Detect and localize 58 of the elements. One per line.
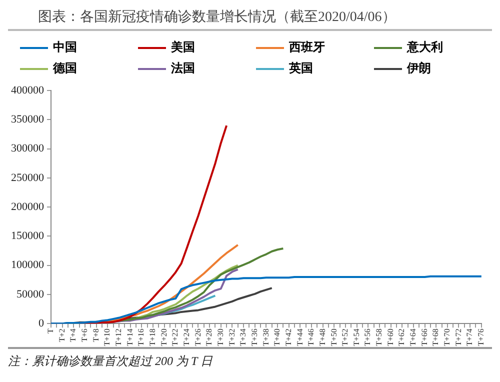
y-tick-label: 400000	[11, 84, 44, 96]
x-tick-label: T+10	[102, 328, 112, 346]
y-tick-label: 300000	[11, 142, 44, 155]
text: 注：累计确诊数量首次超过 200 为 T 日	[8, 353, 214, 370]
y-tick-label: 150000	[11, 230, 44, 242]
x-tick-label: T+28	[204, 328, 214, 346]
x-tick-label: T+68	[431, 328, 440, 346]
y-tick-label: 200000	[11, 200, 44, 213]
x-tick-label: T+60	[386, 328, 395, 346]
x-tick-label: T+54	[352, 328, 361, 346]
x-tick-label: T+76	[476, 328, 486, 346]
y-tick-label: 250000	[11, 172, 44, 184]
x-tick-label: T+38	[261, 328, 270, 346]
legend-label: 伊朗	[407, 60, 431, 77]
x-tick-label: T+12	[114, 328, 124, 346]
x-tick-label: T+50	[329, 328, 338, 346]
x-tick-label: T+34	[238, 328, 248, 346]
x-tick-label: T+46	[306, 328, 316, 346]
x-tick-label: T+58	[374, 328, 384, 346]
legend-label: 英国	[289, 60, 313, 77]
chart-title: 图表：各国新冠疫情确诊数量增长情况（截至2020/04/06）	[8, 8, 492, 31]
x-tick-label: T+16	[136, 328, 146, 346]
x-tick-label: T+30	[216, 328, 225, 346]
x-tick-label: T+36	[250, 328, 259, 346]
x-tick-label: T	[46, 328, 56, 334]
x-tick-label: T+14	[125, 328, 134, 346]
legend-label: 法国	[171, 60, 195, 77]
x-tick-label: T+6	[80, 328, 90, 342]
legend-label: 意大利	[407, 39, 443, 56]
legend-label: 西班牙	[289, 39, 325, 56]
x-tick-label: T+8	[91, 328, 100, 342]
x-tick-label: T+40	[272, 328, 282, 346]
y-tick-label: 350000	[11, 114, 44, 126]
x-tick-label: T+32	[227, 328, 236, 346]
x-tick-label: T+64	[408, 328, 418, 346]
x-tick-label: T+42	[284, 328, 293, 346]
x-tick-label: T+72	[454, 328, 463, 346]
x-tick-label: T+66	[420, 328, 429, 346]
x-tick-label: T+70	[442, 328, 452, 346]
y-tick-label: 50000	[16, 288, 44, 300]
legend-label: 美国	[171, 39, 195, 56]
x-tick-label: T+24	[182, 328, 192, 346]
x-tick-label: T+22	[170, 328, 180, 346]
y-tick-label: 0	[38, 317, 44, 330]
y-tick-label: 100000	[11, 259, 44, 272]
x-tick-label: T+62	[397, 328, 406, 346]
x-tick-label: T+74	[465, 328, 474, 346]
x-tick-label: T+2	[57, 328, 66, 342]
x-tick-label: T+44	[295, 328, 304, 346]
legend-label: 中国	[53, 39, 77, 56]
x-tick-label: T+20	[159, 328, 168, 346]
x-tick-label: T+56	[363, 328, 372, 346]
x-tick-label: T+48	[318, 328, 327, 346]
x-tick-label: T+4	[68, 328, 78, 342]
x-tick-label: T+52	[340, 328, 350, 346]
x-tick-label: T+18	[148, 328, 158, 346]
x-tick-label: T+26	[193, 328, 202, 346]
legend-label: 德国	[53, 60, 77, 77]
